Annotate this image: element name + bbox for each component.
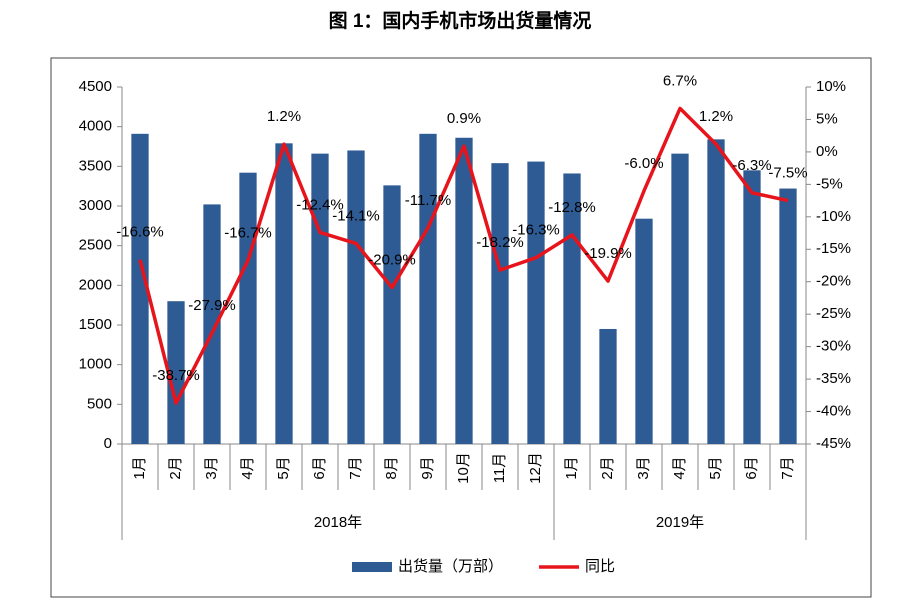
- data-label: -6.3%: [732, 157, 771, 174]
- chart-frame: [50, 57, 872, 598]
- x-tick-label: 6月: [743, 456, 760, 479]
- x-tick-label: 6月: [311, 456, 328, 479]
- legend-label: 同比: [585, 558, 615, 575]
- x-tick-label: 3月: [203, 456, 220, 479]
- data-label: -16.6%: [116, 224, 164, 241]
- y2-tick-label: -15%: [816, 240, 851, 257]
- y2-tick-label: -35%: [816, 370, 851, 387]
- y2-tick-label: -40%: [816, 403, 851, 420]
- data-label: -27.9%: [188, 297, 236, 314]
- y-tick-label: 500: [87, 395, 112, 412]
- x-tick-label: 11月: [491, 453, 508, 484]
- line: [138, 106, 789, 405]
- data-label: -18.2%: [476, 234, 524, 251]
- bar: [671, 153, 689, 444]
- data-label: -7.5%: [768, 165, 807, 182]
- bar: [743, 170, 761, 445]
- bar: [347, 150, 365, 444]
- data-label: -6.0%: [624, 155, 663, 172]
- bar: [599, 328, 617, 444]
- x-tick-label: 1月: [131, 456, 148, 479]
- x-tick-label: 3月: [635, 456, 652, 479]
- y2-tick-label: -20%: [816, 273, 851, 290]
- y-tick-label: 2500: [79, 237, 112, 254]
- y2-tick-label: -10%: [816, 208, 851, 225]
- x-tick-label: 5月: [275, 456, 292, 479]
- data-label: -12.4%: [296, 196, 344, 213]
- bar: [131, 133, 149, 444]
- x-tick-label: 7月: [347, 456, 364, 479]
- x-tick-label: 7月: [779, 456, 796, 479]
- x-tick-label: 4月: [239, 456, 256, 479]
- bar: [167, 301, 185, 444]
- y-tick-label: 2000: [79, 276, 112, 293]
- x-tick-label: 12月: [527, 452, 544, 484]
- bar: [203, 204, 221, 444]
- bar: [275, 143, 293, 444]
- y2-tick-label: 5%: [816, 110, 838, 127]
- y2-tick-label: 10%: [816, 78, 846, 95]
- bar: [779, 188, 797, 444]
- data-label: -38.7%: [152, 367, 200, 384]
- y-tick-label: 4500: [79, 78, 112, 95]
- legend-swatch: [352, 562, 392, 572]
- x-tick-label: 5月: [707, 456, 724, 479]
- data-label: 0.9%: [447, 110, 481, 127]
- group-label: 2019年: [656, 514, 704, 531]
- data-label: 1.2%: [699, 108, 733, 125]
- data-label: -12.8%: [548, 199, 596, 216]
- data-label: -11.7%: [405, 192, 451, 209]
- x-tick-label: 4月: [671, 456, 688, 479]
- data-label: -19.9%: [584, 245, 632, 262]
- y-tick-label: 1000: [79, 356, 112, 373]
- data-label: 6.7%: [663, 72, 697, 89]
- bar: [419, 133, 437, 444]
- bar: [527, 161, 545, 444]
- x-tick-label: 2月: [599, 456, 616, 479]
- y-tick-label: 3500: [79, 157, 112, 174]
- bar: [455, 137, 473, 445]
- y2-tick-label: -25%: [816, 305, 851, 322]
- y-tick-label: 4000: [79, 118, 112, 135]
- legend-label: 出货量（万部）: [398, 558, 503, 575]
- bar: [239, 172, 257, 444]
- bar: [383, 185, 401, 444]
- y-tick-label: 1500: [79, 316, 112, 333]
- y2-tick-label: -30%: [816, 338, 851, 355]
- bar: [491, 163, 509, 444]
- x-tick-label: 1月: [563, 456, 580, 479]
- bar: [635, 218, 653, 444]
- x-tick-label: 9月: [419, 456, 436, 479]
- data-label: -14.1%: [332, 207, 380, 224]
- y-tick-label: 3000: [79, 197, 112, 214]
- y-tick-label: 0: [104, 435, 112, 452]
- x-tick-label: 8月: [383, 456, 400, 479]
- x-tick-label: 2月: [167, 456, 184, 479]
- data-label: -16.3%: [512, 222, 560, 239]
- data-label: -16.7%: [224, 224, 272, 241]
- x-tick-label: 10月: [455, 452, 472, 484]
- data-label: 1.2%: [267, 108, 301, 125]
- group-label: 2018年: [314, 514, 362, 531]
- y2-tick-label: 0%: [816, 143, 838, 160]
- bar: [707, 139, 725, 445]
- data-label: -20.9%: [368, 252, 416, 269]
- y2-tick-label: -5%: [816, 175, 843, 192]
- y2-tick-label: -45%: [816, 435, 851, 452]
- chart-title: 图 1：国内手机市场出货量情况: [329, 9, 592, 32]
